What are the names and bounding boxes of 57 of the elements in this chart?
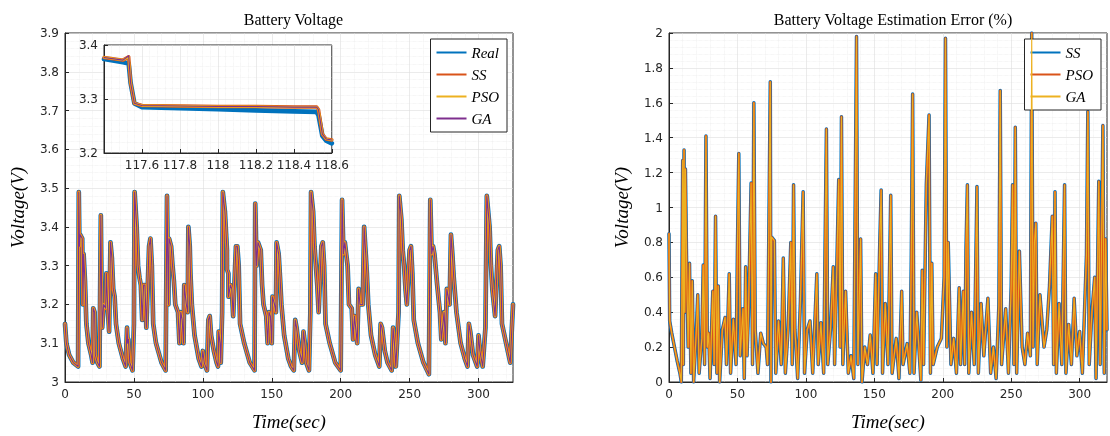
- legend-label: SS: [1065, 44, 1081, 61]
- y-tick-label: 3.3: [39, 258, 59, 273]
- x-tick-label: 100: [191, 387, 215, 401]
- y-axis-title: Voltage(V): [7, 166, 29, 249]
- y-tick-label: 3: [51, 375, 59, 389]
- y-tick-label: 1.8: [643, 60, 663, 75]
- x-axis-title: Time(sec): [252, 411, 326, 433]
- y-tick-label: 0.2: [643, 340, 663, 355]
- y-tick-label: 2: [655, 26, 663, 40]
- x-tick-label: 150: [260, 387, 284, 401]
- legend-label: Real: [470, 44, 499, 61]
- y-axis-title: Voltage(V): [611, 166, 633, 249]
- chart-title: Battery Voltage: [243, 10, 344, 29]
- y-tick-label: 1.2: [643, 165, 663, 180]
- y-tick-label: 3.2: [78, 146, 98, 160]
- x-tick-label: 200: [931, 387, 955, 401]
- y-tick-label: 3.4: [39, 219, 59, 234]
- x-tick-label: 118.6: [314, 158, 349, 172]
- y-tick-label: 3.7: [39, 103, 59, 118]
- legend-label: PSO: [1064, 66, 1094, 83]
- x-tick-label: 200: [329, 387, 353, 401]
- legend-label: GA: [1065, 88, 1087, 105]
- y-tick-label: 0.4: [643, 305, 663, 320]
- y-tick-label: 3.8: [39, 64, 59, 79]
- x-tick-label: 118.2: [238, 158, 274, 172]
- x-tick-label: 117.6: [124, 158, 160, 172]
- legend-label: GA: [471, 110, 493, 127]
- y-tick-label: 1: [655, 200, 663, 215]
- y-tick-label: 1.6: [643, 95, 663, 110]
- x-tick-label: 250: [999, 387, 1023, 401]
- x-tick-label: 300: [467, 387, 490, 401]
- x-tick-label: 0: [665, 387, 673, 401]
- y-tick-label: 3.5: [39, 181, 59, 196]
- y-tick-label: 3.9: [39, 26, 59, 40]
- y-tick-label: 0: [655, 375, 663, 389]
- y-tick-label: 3.2: [39, 297, 59, 312]
- y-tick-label: 1.4: [643, 130, 663, 145]
- x-tick-label: 150: [862, 387, 886, 401]
- y-tick-label: 0.8: [643, 235, 663, 250]
- y-tick-label: 0.6: [643, 270, 663, 285]
- x-tick-label: 117.8: [162, 158, 198, 172]
- x-tick-label: 0: [61, 387, 69, 401]
- x-tick-label: 50: [729, 387, 746, 401]
- x-tick-label: 118: [206, 158, 230, 172]
- x-tick-label: 118.4: [276, 158, 312, 172]
- x-tick-label: 50: [126, 387, 142, 401]
- y-tick-label: 3.4: [78, 38, 98, 52]
- legend-label: SS: [471, 66, 487, 83]
- x-tick-label: 300: [1068, 387, 1092, 401]
- y-tick-label: 3.1: [39, 336, 59, 351]
- y-tick-label: 3.6: [39, 142, 59, 157]
- x-axis-title: Time(sec): [851, 411, 925, 433]
- legend-label: PSO: [470, 88, 500, 105]
- x-tick-label: 250: [398, 387, 422, 401]
- chart-title: Battery Voltage Estimation Error (%): [773, 10, 1013, 29]
- y-tick-label: 3.3: [78, 92, 98, 106]
- x-tick-label: 100: [794, 387, 818, 401]
